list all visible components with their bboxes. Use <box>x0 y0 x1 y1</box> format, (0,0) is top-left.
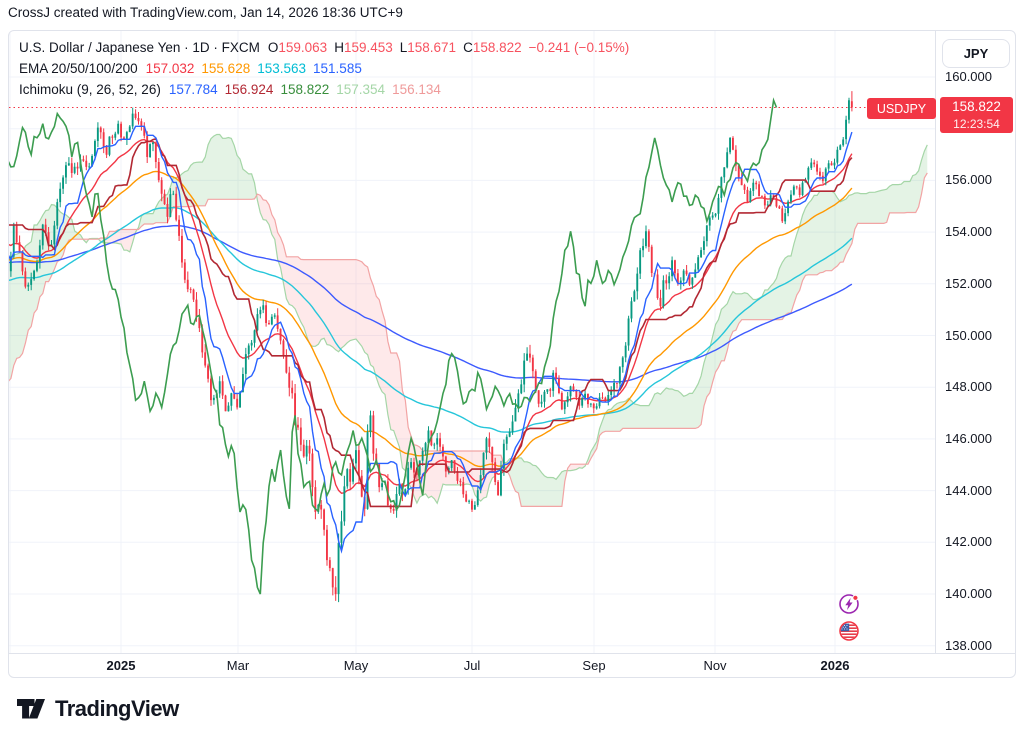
price-tick-label: 160.000 <box>945 69 992 84</box>
ohlc-close: C158.822 <box>463 40 522 55</box>
legend-symbol-row[interactable]: U.S. Dollar / Japanese Yen · 1D · FXCM O1… <box>19 37 629 58</box>
ichimoku-base-value: 156.924 <box>224 82 274 97</box>
ichimoku-lead-b-value: 156.134 <box>392 82 441 97</box>
price-tick-label: 140.000 <box>945 586 992 601</box>
time-tick-label: Sep <box>582 658 606 673</box>
ema-20-line <box>9 138 853 495</box>
ichimoku-lead-a-value: 157.354 <box>336 82 386 97</box>
ichimoku-cloud-bearish <box>83 194 589 504</box>
bar-countdown: 12:23:54 <box>953 117 1000 132</box>
grid-lines <box>9 31 935 653</box>
legend-ichimoku-row[interactable]: Ichimoku (9, 26, 52, 26) 157.784 156.924 15… <box>19 79 629 100</box>
price-tick-label: 152.000 <box>945 275 992 291</box>
ohlc-low: L158.671 <box>399 40 457 55</box>
us-flag-event-icon[interactable] <box>838 620 860 642</box>
tradingview-logo-link[interactable]: TradingView <box>16 696 179 722</box>
chart-widget: U.S. Dollar / Japanese Yen · 1D · FXCM O1… <box>8 30 1016 678</box>
last-price-badge: 158.822 12:23:54 <box>940 97 1013 133</box>
ichimoku-lagging-line <box>9 97 778 595</box>
time-tick-label: Mar <box>226 658 250 673</box>
time-tick-label: Jul <box>463 658 481 673</box>
ema-title: EMA 20/50/100/200 <box>19 61 138 76</box>
ichimoku-lagging-value: 158.822 <box>280 82 330 97</box>
legend-ema-row[interactable]: EMA 20/50/100/200 157.032 155.628 153.563 15… <box>19 58 629 79</box>
time-tick-label: 2025 <box>106 658 136 673</box>
symbol-title: U.S. Dollar / Japanese Yen · 1D · FXCM <box>19 40 260 55</box>
price-tick-label: 142.000 <box>945 534 992 550</box>
price-tick-label: 154.000 <box>945 224 992 240</box>
ichimoku-lead-b-line <box>9 172 928 507</box>
ema200-value: 151.585 <box>313 61 362 76</box>
candlestick-chart <box>9 31 935 653</box>
ichimoku-conversion-value: 157.784 <box>168 82 218 97</box>
time-tick-label: May <box>343 658 369 673</box>
price-tick-label: 148.000 <box>945 379 992 395</box>
time-tick-label: Nov <box>703 658 727 673</box>
currency-toggle-button[interactable]: JPY <box>942 39 1010 68</box>
chart-legend: U.S. Dollar / Japanese Yen · 1D · FXCM O1… <box>19 37 629 100</box>
ohlc-high: H159.453 <box>334 40 393 55</box>
ichimoku-lead-a-line <box>9 133 928 505</box>
ohlc-open: O159.063 <box>267 40 328 55</box>
ema-100-line <box>9 206 853 433</box>
price-tick-label: 150.000 <box>945 327 992 343</box>
last-price-value: 158.822 <box>952 99 1001 114</box>
price-tick-label: 138.000 <box>945 637 992 653</box>
ichimoku-cloud-bullish <box>9 134 928 507</box>
tradingview-logo-icon <box>16 697 46 721</box>
price-tick-label: 156.000 <box>945 172 992 188</box>
ema100-value: 153.563 <box>257 61 307 76</box>
symbol-price-flag: USDJPY <box>867 98 936 119</box>
ema50-value: 155.628 <box>201 61 251 76</box>
tradingview-logo-text: TradingView <box>55 696 179 721</box>
time-axis[interactable]: 2025 Mar May Jul Sep Nov 2026 <box>9 653 1015 677</box>
flash-event-icon[interactable] <box>838 593 860 615</box>
ema-200-line <box>9 224 853 383</box>
change-value: −0.241 (−0.15%) <box>528 40 630 55</box>
chart-plot-area[interactable] <box>9 31 935 653</box>
page-title: CrossJ created with TradingView.com, Jan… <box>8 5 403 20</box>
time-tick-label: 2026 <box>820 658 850 673</box>
price-tick-label: 144.000 <box>945 482 992 498</box>
price-tick-label: 146.000 <box>945 430 992 446</box>
ichimoku-conversion-line <box>9 125 853 554</box>
ema20-value: 157.032 <box>145 61 195 76</box>
ichimoku-title: Ichimoku (9, 26, 52, 26) <box>19 82 161 97</box>
